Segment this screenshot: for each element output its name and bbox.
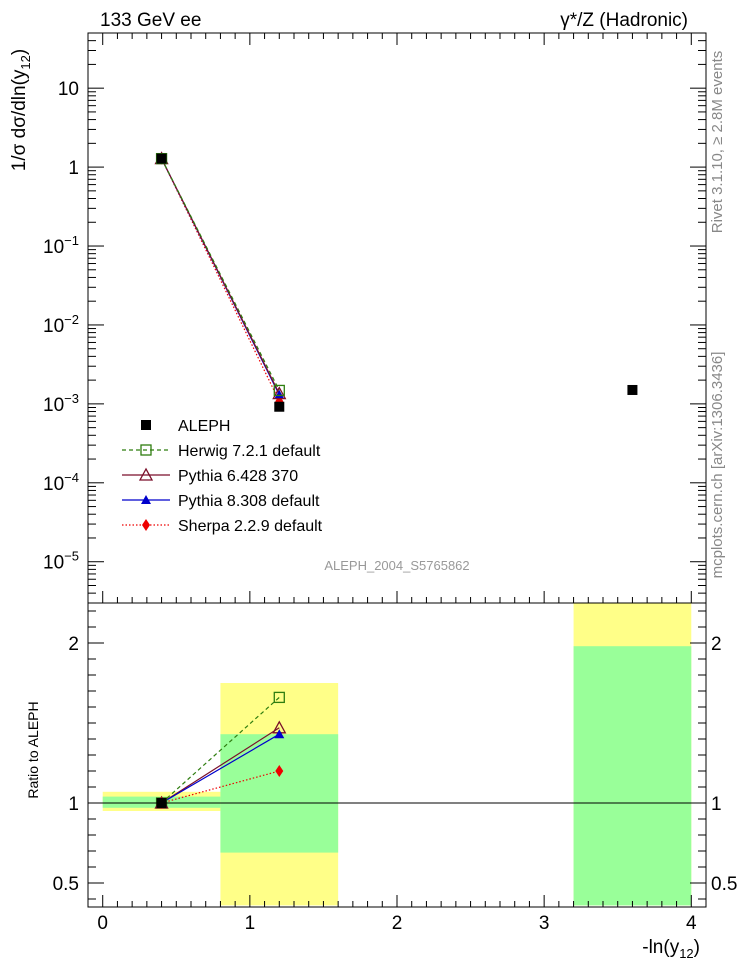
main-y-tick-label: 1 [68,158,79,179]
legend-label-pythia8: Pythia 8.308 default [178,493,320,510]
ratio-y-tick-label: 2 [68,634,79,655]
legend-marker-herwig [140,444,152,456]
main-y-tick-label: 10−3 [43,391,79,416]
legend-label-pythia6: Pythia 6.428 370 [178,468,298,485]
main-y-tick-label: 10−5 [43,549,79,574]
main-point-pythia6 [272,386,287,400]
legend-marker-pythia8 [141,495,151,504]
main-series-line-pythia6 [161,158,280,394]
main-series-group [154,151,638,412]
ratio-band-inner [220,734,339,853]
main-series-line-sherpa [161,158,280,402]
ratio-y-tick-label-right: 2 [711,634,722,655]
main-point-data [156,153,167,164]
mcplots-label: mcplots.cern.ch [arXiv:1306.3436] [709,352,726,579]
main-y-tick-label: 10−4 [43,470,79,495]
ratio-axes: 0.5 0.5 1 1 2 2 0 1 2 3 4 [53,602,737,934]
main-y-tick-label: 10 [58,79,79,100]
ratio-plot-panel: 0.5 0.5 1 1 2 2 0 1 2 3 4 [53,602,737,934]
x-tick-label: 4 [686,913,697,934]
ratio-point-herwig [273,691,285,704]
legend-marker-pythia6 [138,467,154,481]
main-axes: 10−5 10−4 10−3 10−2 10−1 1 10 [43,32,707,604]
ratio-y-axis-title: Ratio to ALEPH [25,701,41,798]
main-point-herwig [273,384,285,397]
header-right-label: γ*/Z (Hadronic) [560,10,688,31]
legend-label-sherpa: Sherpa 2.2.9 default [178,518,323,535]
ratio-series-line-pythia8 [161,733,280,804]
ratio-bands [102,603,692,906]
x-tick-label: 0 [97,913,108,934]
ratio-series-line-sherpa [161,770,280,804]
main-point-data [274,401,285,412]
ratio-y-tick-label: 0.5 [53,874,79,895]
legend-label-herwig: Herwig 7.2.1 default [178,443,321,460]
header-left-label: 133 GeV ee [100,10,201,31]
ratio-series-line-pythia6 [161,727,280,804]
main-point-pythia8 [274,389,285,399]
legend-marker-data [141,420,151,430]
x-tick-label: 1 [245,913,256,934]
ratio-y-tick-label-right: 0.5 [711,874,737,895]
ratio-series-line-herwig [161,696,280,804]
main-y-tick-label: 10−1 [43,233,79,258]
legend-label-data: ALEPH [178,418,230,435]
main-point-data [627,384,638,395]
main-y-axis-title: 1/σ dσ/dln(y12) [9,49,33,171]
ratio-y-tick-label: 1 [68,794,79,815]
x-tick-label: 2 [392,913,403,934]
main-series-line-herwig [161,158,280,391]
x-axis-title: -ln(y12) [642,937,700,961]
ratio-band-inner [573,646,692,906]
header-right-text: γ*/Z (Hadronic) [560,10,688,31]
analysis-watermark: ALEPH_2004_S5765862 [324,558,469,573]
ratio-y-tick-label-right: 1 [711,794,722,815]
x-tick-label: 3 [539,913,550,934]
legend-marker-sherpa [142,519,150,531]
main-plot-panel: ALEPH_2004_S5765862 10−5 10−4 10−3 10−2 10−1… [43,32,707,604]
legend: ALEPH Herwig 7.2.1 default Pythia 6.428 37… [122,418,323,535]
ratio-point-sherpa [275,765,284,777]
rivet-version-label: Rivet 3.1.10, ≥ 2.8M events [709,51,726,234]
main-y-tick-label: 10−2 [43,312,79,337]
ratio-point-pythia8 [274,729,285,739]
